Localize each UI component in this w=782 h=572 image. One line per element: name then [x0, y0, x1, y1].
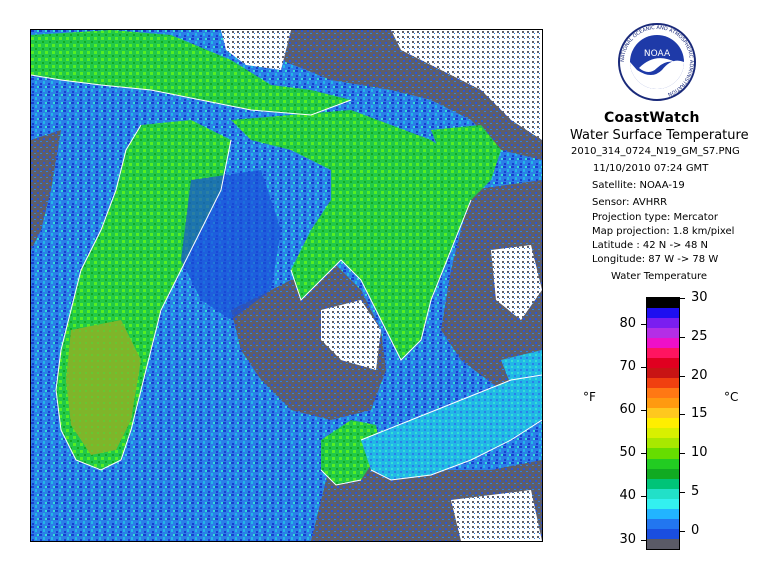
colorbar-swatch: [647, 478, 679, 489]
product-title: CoastWatch: [604, 110, 700, 126]
colorbar-swatch: [647, 448, 679, 459]
colorbar-title: Water Temperature: [611, 271, 708, 282]
land-east: [441, 180, 542, 390]
great-lakes-map-image: [31, 30, 542, 541]
celsius-tick-label: 10: [691, 445, 708, 461]
fahrenheit-tickmark: [641, 367, 646, 368]
lake-erie-west: [321, 420, 381, 485]
fahrenheit-tick-label: 60: [619, 402, 636, 418]
noaa-logo: NOAA NATIONAL OCEANIC AND ATMOSPHERIC AD…: [618, 23, 696, 101]
colorbar-swatch: [647, 528, 679, 539]
colorbar-swatch: [647, 318, 679, 329]
colorbar-swatch: [647, 468, 679, 479]
fahrenheit-tickmark: [641, 496, 646, 498]
lake-superior: [31, 30, 351, 115]
colorbar-swatch: [647, 418, 679, 429]
celsius-tickmark: [680, 492, 685, 494]
logo-text: NOAA: [644, 49, 671, 59]
projection-type-label: Projection type: Mercator: [592, 212, 718, 223]
celsius-tick-label: 15: [691, 406, 708, 422]
fahrenheit-tick-label: 80: [619, 315, 636, 331]
lake-huron: [231, 110, 471, 360]
colorbar-swatch: [647, 508, 679, 519]
fahrenheit-tickmark: [641, 453, 646, 455]
longitude-label: Longitude: 87 W -> 78 W: [592, 254, 719, 265]
cloud-top-left: [221, 30, 291, 70]
date-time: 11/10/2010 07:24 GMT: [593, 163, 709, 174]
colorbar-swatch: [647, 378, 679, 389]
colorbar-swatch: [647, 518, 679, 529]
cloud-north-east: [391, 30, 542, 140]
colorbar-swatch: [647, 358, 679, 369]
shorelines: [31, 74, 542, 486]
colorbar-swatch: [647, 458, 679, 469]
fahrenheit-tick-label: 40: [619, 488, 636, 504]
colorbar-swatch: [647, 348, 679, 359]
fahrenheit-unit: °F: [583, 390, 596, 404]
lake-michigan-south-olive: [66, 320, 141, 455]
lake-erie: [361, 375, 542, 480]
land-wisconsin: [31, 130, 61, 250]
land-michigan-lower: [231, 260, 386, 420]
colorbar-swatch: [647, 538, 679, 549]
celsius-tick-label: 0: [691, 522, 700, 538]
celsius-tickmark: [680, 414, 685, 416]
celsius-tick-label: 5: [691, 484, 700, 500]
colorbar-swatch: [647, 498, 679, 509]
celsius-unit: °C: [724, 390, 739, 404]
latitude-label: Latitude : 42 N -> 48 N: [592, 240, 708, 251]
fahrenheit-tick-label: 30: [619, 531, 636, 547]
celsius-tickmark: [680, 298, 685, 299]
celsius-tickmark: [680, 336, 685, 338]
celsius-tick-label: 30: [691, 290, 708, 305]
colorbar-swatch: [647, 368, 679, 379]
cloud-east: [491, 245, 542, 320]
sst-map[interactable]: [30, 29, 543, 542]
map-projection-label: Map projection: 1.8 km/pixel: [592, 226, 735, 237]
colorbar-swatch: [647, 428, 679, 439]
product-subtitle: Water Surface Temperature: [570, 128, 749, 143]
colorbar-swatch: [647, 408, 679, 419]
fahrenheit-tickmark: [641, 410, 646, 412]
satellite-label: Satellite: NOAA-19: [592, 180, 685, 191]
colorbar-swatch: [647, 338, 679, 349]
file-name: 2010_314_0724_N19_GM_S7.PNG: [571, 146, 740, 157]
inland-water: [181, 170, 281, 320]
celsius-tickmark: [680, 375, 685, 377]
cloud-south: [451, 490, 542, 541]
colorbar-swatch: [647, 308, 679, 319]
fahrenheit-tickmark: [641, 539, 646, 541]
colorbar-swatch: [647, 398, 679, 409]
colorbar-swatch: [647, 488, 679, 499]
colorbar-swatch: [647, 438, 679, 449]
cloud-center: [321, 300, 381, 370]
celsius-tickmark: [680, 530, 685, 532]
fahrenheit-tick-label: 70: [619, 359, 636, 374]
celsius-tick-label: 20: [691, 367, 708, 383]
colorbar-swatch: [647, 328, 679, 339]
celsius-tickmark: [680, 453, 685, 455]
celsius-tick-label: 25: [691, 328, 708, 344]
georgian-bay: [431, 125, 501, 200]
colorbar-swatch: [647, 388, 679, 399]
fahrenheit-tick-label: 50: [619, 445, 636, 461]
temperature-colorbar: [646, 297, 680, 550]
sensor-label: Sensor: AVHRR: [592, 197, 668, 208]
fahrenheit-tickmark: [641, 323, 646, 325]
colorbar-swatch: [647, 298, 679, 309]
